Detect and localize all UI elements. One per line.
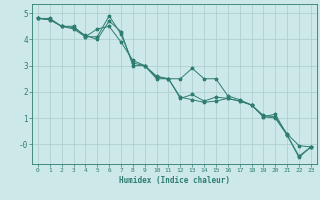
X-axis label: Humidex (Indice chaleur): Humidex (Indice chaleur) (119, 176, 230, 185)
